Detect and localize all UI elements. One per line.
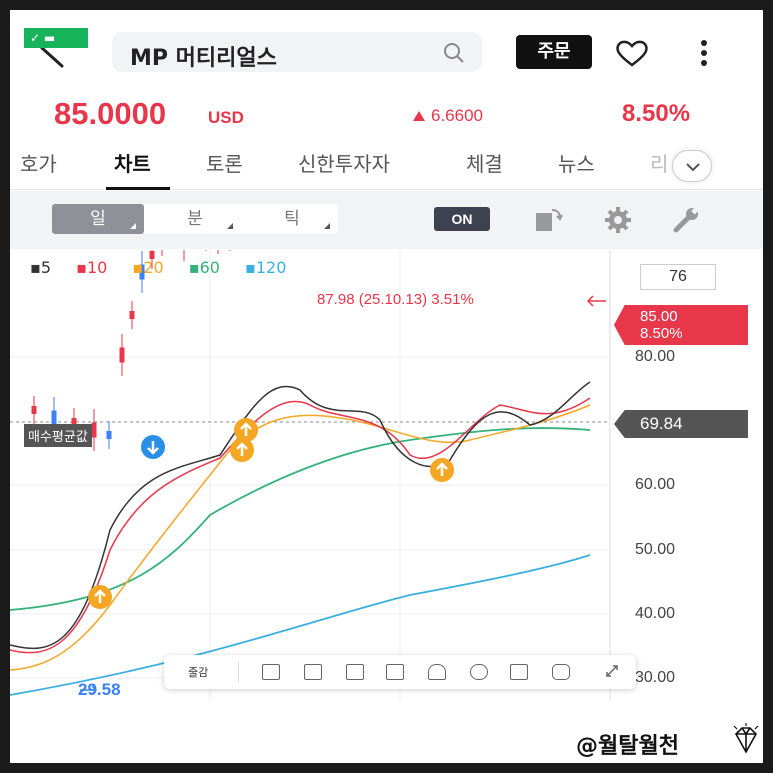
up-triangle-icon xyxy=(413,111,425,121)
legend-ma20-label: 20 xyxy=(143,258,164,277)
period-daily-label: 일 xyxy=(90,209,106,229)
candle-body xyxy=(139,264,145,280)
period-selector: 일 분 틱 xyxy=(52,204,338,234)
y-tick-label: 50.00 xyxy=(635,541,676,558)
period-tick[interactable]: 틱 xyxy=(246,204,338,234)
expand-tabs-button[interactable] xyxy=(672,150,712,182)
buy-signal-icon[interactable] xyxy=(234,418,258,442)
app-frame: ✓ ▬ MP 머티리얼스 주문 85.0000 USD 6.6600 8.50%… xyxy=(10,10,763,763)
calendar-icon[interactable] xyxy=(346,664,364,680)
tab-shinhan-investors[interactable]: 신한투자자 xyxy=(298,152,390,176)
period-minute[interactable]: 분 xyxy=(149,204,241,234)
tab-more-partial[interactable]: 리 xyxy=(650,152,669,176)
tab-news[interactable]: 뉴스 xyxy=(558,152,595,176)
legend-ma20: ▪20 xyxy=(132,258,164,277)
top-bar: ✓ ▬ MP 머티리얼스 주문 xyxy=(10,28,763,78)
tab-orderbook[interactable]: 호가 xyxy=(20,152,57,176)
candle-body xyxy=(106,431,112,439)
face-icon[interactable] xyxy=(552,664,570,680)
stock-title: MP 머티리얼스 xyxy=(130,46,277,71)
candlesticks xyxy=(31,250,231,451)
candle-body xyxy=(31,406,37,414)
current-price-tag: 85.00 8.50% xyxy=(614,305,748,345)
order-button[interactable]: 주문 xyxy=(516,35,592,69)
back-arrow-icon[interactable] xyxy=(28,36,68,72)
candle-body xyxy=(51,410,57,426)
collapse-icon[interactable] xyxy=(604,663,620,679)
sell-signal-icon[interactable] xyxy=(141,435,165,459)
period-minute-label: 분 xyxy=(187,209,203,229)
wrench-icon[interactable] xyxy=(670,204,702,236)
candle-body xyxy=(119,347,125,363)
headset-icon[interactable] xyxy=(470,664,488,680)
legend-ma5: ▪5 xyxy=(30,258,52,277)
legend-ma60: ▪60 xyxy=(188,258,220,277)
candle-body xyxy=(149,251,155,259)
period-daily[interactable]: 일 xyxy=(52,204,144,234)
y-tick-label: 30.00 xyxy=(635,669,676,686)
legend-ma10-label: 10 xyxy=(86,258,108,277)
price-chart[interactable]: ▪5 ▪10 ▪20 ▪60 ▪120 76 87.98 (25.10.13) … xyxy=(10,250,763,700)
current-price: 85.0000 xyxy=(54,96,167,131)
period-tick-label: 틱 xyxy=(284,209,300,229)
tab-chart[interactable]: 차트 xyxy=(114,152,151,176)
heart-icon[interactable] xyxy=(614,38,650,68)
legend-ma5-label: 5 xyxy=(40,258,52,277)
gear-icon[interactable] xyxy=(602,204,634,236)
low-price-label: 29.58 xyxy=(78,680,121,699)
price-change: 6.6600 xyxy=(413,106,483,126)
corner-mark-icon xyxy=(130,223,136,229)
more-menu-icon[interactable] xyxy=(694,36,714,70)
drawbar-label[interactable]: 줄감 xyxy=(188,666,209,679)
tab-trades[interactable]: 체결 xyxy=(466,152,503,176)
quote-row: 85.0000 USD 6.6600 8.50% xyxy=(10,94,763,134)
rectangle-icon[interactable] xyxy=(386,664,404,680)
current-price-tag-value: 85.00 xyxy=(640,308,678,325)
average-cost-label: 매수평균값 xyxy=(24,424,92,447)
watermark: @월탈월천 xyxy=(576,734,679,759)
buy-signal-icon[interactable] xyxy=(430,458,454,482)
current-price-tag-pct: 8.50% xyxy=(640,325,683,342)
active-tab-indicator xyxy=(106,187,170,190)
chart-canvas xyxy=(10,250,611,700)
bag-icon[interactable] xyxy=(428,664,446,680)
chart-toolbar: 일 분 틱 ON xyxy=(10,191,763,249)
price-change-value: 6.6600 xyxy=(431,106,483,125)
tab-discussion[interactable]: 토론 xyxy=(206,152,243,176)
axis-value-box[interactable]: 76 xyxy=(640,264,716,290)
drawing-toolbar: 줄감 xyxy=(164,655,636,689)
split-view-icon[interactable] xyxy=(262,664,280,680)
y-tick-label: 40.00 xyxy=(635,605,676,622)
y-tick-label: 80.00 xyxy=(635,348,676,365)
divider xyxy=(238,661,239,683)
candle-body xyxy=(91,422,97,438)
legend-ma120: ▪120 xyxy=(245,258,287,277)
corner-mark-icon xyxy=(324,223,330,229)
legend-ma120-label: 120 xyxy=(255,258,287,277)
average-cost-tag: 69.84 xyxy=(614,410,748,438)
legend-ma60-label: 60 xyxy=(199,258,220,277)
frame-icon[interactable] xyxy=(304,664,322,680)
indicator-toggle[interactable]: ON xyxy=(434,207,490,231)
corner-mark-icon xyxy=(227,223,233,229)
diamond-icon xyxy=(733,723,759,754)
buy-signal-icon[interactable] xyxy=(230,438,254,462)
ma-legend: ▪5 ▪10 ▪20 ▪60 ▪120 xyxy=(30,258,306,277)
tab-bar: 호가 차트 토론 신한투자자 체결 뉴스 리 xyxy=(10,138,763,190)
status-flag: ✓ ▬ xyxy=(24,28,88,48)
y-tick-label: 60.00 xyxy=(635,476,676,493)
candle-body xyxy=(129,311,135,319)
chevron-down-icon xyxy=(686,163,700,172)
candle-body xyxy=(71,418,77,426)
stock-search-box[interactable]: MP 머티리얼스 xyxy=(112,32,482,72)
currency-label: USD xyxy=(208,108,244,127)
rotate-screen-icon[interactable] xyxy=(532,204,564,236)
high-annotation: 87.98 (25.10.13) 3.51% xyxy=(317,291,474,308)
legend-ma10: ▪10 xyxy=(76,258,108,277)
change-percent: 8.50% xyxy=(622,100,691,127)
buy-signal-icon[interactable] xyxy=(88,585,112,609)
search-icon[interactable] xyxy=(442,41,466,65)
image-icon[interactable] xyxy=(510,664,528,680)
